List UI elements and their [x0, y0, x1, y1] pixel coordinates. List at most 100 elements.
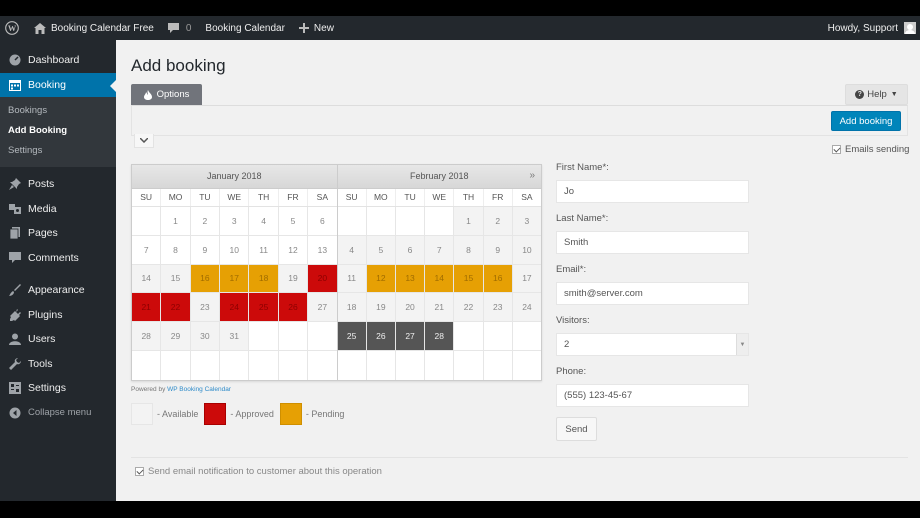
notify-checkbox[interactable]	[135, 467, 144, 476]
calendar-day-4[interactable]: 4	[249, 206, 279, 235]
calendar-day-23[interactable]: 23	[483, 293, 513, 322]
calendar-day-5[interactable]: 5	[366, 235, 396, 264]
calendar-day-6[interactable]: 6	[308, 206, 337, 235]
calendar-day-16[interactable]: 16	[483, 264, 513, 293]
calendar-day-15[interactable]: 15	[454, 264, 484, 293]
submenu-add-booking[interactable]: Add Booking	[8, 125, 68, 136]
calendar-day-10[interactable]: 10	[220, 235, 250, 264]
calendar-day-18[interactable]: 18	[249, 264, 279, 293]
calendar-day-10[interactable]: 10	[512, 235, 542, 264]
calendar-day-26[interactable]: 26	[278, 293, 309, 322]
calendar-day-19[interactable]: 19	[366, 293, 396, 322]
calendar-day-6[interactable]: 6	[395, 235, 426, 264]
send-button[interactable]: Send	[556, 417, 597, 441]
help-button[interactable]: ? Help ▼	[845, 84, 908, 105]
calendar-day-14[interactable]: 14	[132, 264, 162, 293]
calendar-day-3[interactable]: 3	[220, 206, 250, 235]
calendar-day-20[interactable]: 20	[395, 293, 426, 322]
calendar-day-12[interactable]: 12	[278, 235, 309, 264]
submenu-settings[interactable]: Settings	[8, 145, 43, 156]
calendar-day-25[interactable]: 25	[337, 322, 367, 351]
calendar-day-18[interactable]: 18	[337, 293, 367, 322]
calendar-day-31[interactable]: 31	[220, 322, 250, 351]
wordpress-logo-button[interactable]: W	[0, 16, 27, 40]
phone-field[interactable]: (555) 123-45-67	[556, 384, 749, 407]
next-month-icon[interactable]: »	[529, 170, 535, 181]
email-field[interactable]: smith@server.com	[556, 282, 749, 305]
calendar-day-8[interactable]: 8	[454, 235, 484, 264]
calendar-day-11[interactable]: 11	[337, 264, 367, 293]
calendar-day-13[interactable]: 13	[395, 264, 426, 293]
calendar-day-29[interactable]: 29	[161, 322, 191, 351]
wrench-icon	[8, 357, 22, 371]
first-name-label: First Name*:	[556, 162, 609, 173]
calendar-day-13[interactable]: 13	[308, 235, 337, 264]
calendar-day-28[interactable]: 28	[425, 322, 455, 351]
powered-by-link[interactable]: WP Booking Calendar	[167, 386, 231, 393]
options-tab[interactable]: Options	[131, 84, 202, 105]
calendar-day-23[interactable]: 23	[190, 293, 221, 322]
calendar-day-22[interactable]: 22	[161, 293, 191, 322]
my-account-menu[interactable]: Howdy, Support	[821, 16, 920, 40]
calendar-day-28[interactable]: 28	[132, 322, 162, 351]
sidebar-item-comments[interactable]: Comments	[0, 246, 116, 271]
calendar-day-8[interactable]: 8	[161, 235, 191, 264]
sidebar-item-tools[interactable]: Tools	[0, 352, 116, 377]
sidebar-item-users[interactable]: Users	[0, 327, 116, 352]
sidebar-item-booking[interactable]: Booking	[0, 72, 116, 97]
caret-down-icon: ▼	[890, 91, 898, 98]
toolbar-collapse-toggle[interactable]	[134, 134, 154, 148]
calendar-day-24[interactable]: 24	[220, 293, 250, 322]
sidebar-item-plugins[interactable]: Plugins	[0, 303, 116, 328]
calendar-day-9[interactable]: 9	[483, 235, 513, 264]
calendar-day-16[interactable]: 16	[190, 264, 221, 293]
visitors-select[interactable]: 2 ▼	[556, 333, 749, 356]
calendar-day-27[interactable]: 27	[395, 322, 426, 351]
add-booking-button[interactable]: Add booking	[831, 111, 901, 131]
calendar-day-19[interactable]: 19	[278, 264, 309, 293]
calendar-day-2[interactable]: 2	[483, 206, 513, 235]
comment-icon	[167, 22, 179, 34]
calendar-day-22[interactable]: 22	[454, 293, 484, 322]
calendar-day-26[interactable]: 26	[366, 322, 396, 351]
emails-sending-checkbox[interactable]	[832, 145, 841, 154]
calendar-day-5[interactable]: 5	[278, 206, 309, 235]
collapse-menu-button[interactable]: Collapse menu	[0, 401, 116, 426]
calendar-day-3[interactable]: 3	[512, 206, 542, 235]
submenu-bookings[interactable]: Bookings	[8, 105, 48, 116]
calendar-day-30[interactable]: 30	[190, 322, 221, 351]
plugin-link[interactable]: Booking Calendar	[198, 16, 292, 40]
last-name-field[interactable]: Smith	[556, 231, 749, 254]
sidebar-item-settings[interactable]: Settings	[0, 376, 116, 401]
calendar-day-27[interactable]: 27	[308, 293, 337, 322]
calendar-day-21[interactable]: 21	[132, 293, 162, 322]
calendar-day-25[interactable]: 25	[249, 293, 279, 322]
calendar-day-9[interactable]: 9	[190, 235, 221, 264]
calendar-day-7[interactable]: 7	[425, 235, 455, 264]
calendar-day-17[interactable]: 17	[220, 264, 250, 293]
main-content: Add booking Options ? Help ▼ Add booking…	[116, 40, 920, 501]
sidebar-item-media[interactable]: Media	[0, 197, 116, 222]
calendar-day-11[interactable]: 11	[249, 235, 279, 264]
calendar-day-24[interactable]: 24	[512, 293, 542, 322]
calendar-day-17[interactable]: 17	[512, 264, 542, 293]
sidebar-item-pages[interactable]: Pages	[0, 221, 116, 246]
calendar-day-20[interactable]: 20	[308, 264, 337, 293]
calendar-day-12[interactable]: 12	[366, 264, 396, 293]
site-name-link[interactable]: Booking Calendar Free	[27, 16, 161, 40]
calendar-day-1[interactable]: 1	[454, 206, 484, 235]
new-content-button[interactable]: New	[292, 16, 341, 40]
calendar-day-7[interactable]: 7	[132, 235, 162, 264]
calendar-day-14[interactable]: 14	[425, 264, 455, 293]
sidebar-item-dashboard[interactable]: Dashboard	[0, 48, 116, 73]
calendar-week: 11 12 13 14 15 16 17	[337, 264, 542, 294]
calendar-day-21[interactable]: 21	[425, 293, 455, 322]
first-name-field[interactable]: Jo	[556, 180, 749, 203]
sidebar-item-posts[interactable]: Posts	[0, 172, 116, 197]
comments-link[interactable]: 0	[161, 16, 199, 40]
sidebar-item-appearance[interactable]: Appearance	[0, 278, 116, 303]
calendar-day-15[interactable]: 15	[161, 264, 191, 293]
calendar-day-1[interactable]: 1	[161, 206, 191, 235]
calendar-day-2[interactable]: 2	[190, 206, 221, 235]
calendar-day-4[interactable]: 4	[337, 235, 367, 264]
